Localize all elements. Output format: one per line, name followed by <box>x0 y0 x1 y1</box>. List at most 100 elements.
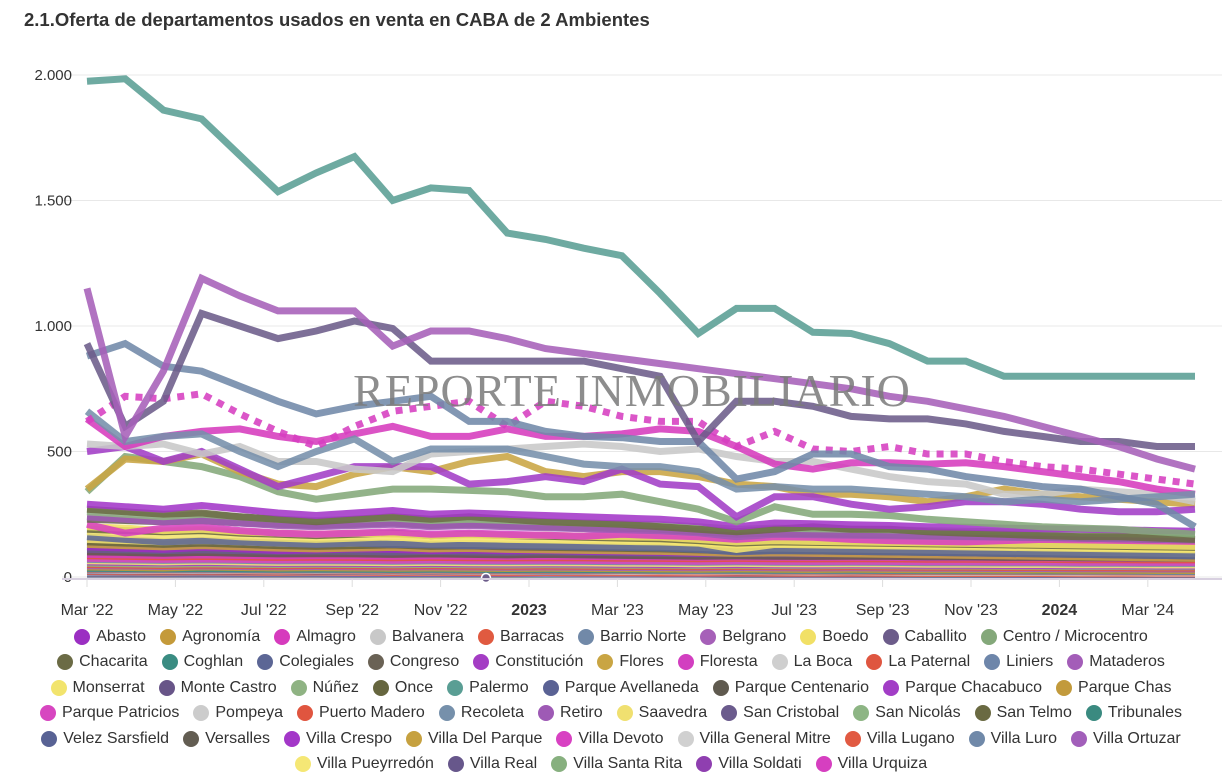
legend-label: Villa Santa Rita <box>573 755 683 773</box>
legend-item[interactable]: Colegiales <box>257 653 354 671</box>
legend-item[interactable]: Mataderos <box>1067 653 1165 671</box>
legend-item[interactable]: Flores <box>597 653 664 671</box>
legend-item[interactable]: Villa Ortuzar <box>1071 730 1181 748</box>
legend-item[interactable]: Villa Urquiza <box>815 755 927 773</box>
legend-item[interactable]: Congreso <box>367 653 460 671</box>
legend-item[interactable]: Parque Chacabuco <box>883 679 1042 697</box>
legend-label: Villa Soldati <box>718 755 802 773</box>
legend-item[interactable]: Belgrano <box>700 628 786 646</box>
y-tick-label: 1.500 <box>34 193 72 210</box>
series-line-belgrano[interactable] <box>83 273 1196 473</box>
legend-label: Villa General Mitre <box>699 729 831 747</box>
legend-item[interactable]: Pompeya <box>193 704 283 722</box>
legend-item[interactable]: Parque Patricios <box>39 704 179 722</box>
legend-color-dot-icon <box>473 654 490 671</box>
legend-color-dot-icon <box>800 628 817 645</box>
legend-item[interactable]: San Cristobal <box>721 704 839 722</box>
series-line-barrio-norte[interactable] <box>85 339 1197 530</box>
legend-item[interactable]: Parque Centenario <box>712 678 870 697</box>
legend-item[interactable]: Villa Luro <box>968 730 1057 748</box>
legend-item[interactable]: Villa Del Parque <box>405 730 542 748</box>
legend-item[interactable]: Almagro <box>274 628 356 646</box>
legend-item[interactable]: Velez Sarsfield <box>41 730 169 748</box>
legend-color-dot-icon <box>853 705 870 722</box>
legend-label: Saavedra <box>638 704 708 722</box>
legend-color-dot-icon <box>274 628 291 645</box>
legend-item[interactable]: Coghlan <box>161 653 244 671</box>
series-line-chacarita[interactable] <box>86 505 1196 543</box>
y-tick-label: 1.000 <box>34 318 72 335</box>
legend-color-dot-icon <box>438 705 455 722</box>
series-line-palermo[interactable] <box>86 75 1195 380</box>
series-line-recoleta[interactable] <box>84 408 1196 506</box>
legend-item[interactable]: San Nicolás <box>853 704 961 722</box>
x-tick-label: 2023 <box>511 602 547 619</box>
legend-item[interactable]: Villa Real <box>447 755 537 773</box>
legend-item[interactable]: Parque Avellaneda <box>542 679 699 697</box>
legend-item[interactable]: Villa General Mitre <box>677 729 831 748</box>
series-line-villa-urquiza[interactable] <box>85 390 1196 488</box>
legend-label: Constitución <box>495 653 584 671</box>
legend-row: Chacarita Coghlan Colegiales Congreso Consti… <box>0 650 1222 676</box>
legend-item[interactable]: Boedo <box>800 628 869 646</box>
legend-label: Congreso <box>389 653 460 671</box>
legend-label: Recoleta <box>460 704 524 722</box>
legend-item[interactable]: Villa Santa Rita <box>551 755 682 773</box>
series-line-colegiales[interactable] <box>86 533 1196 560</box>
legend-item[interactable]: Núñez <box>290 679 359 697</box>
legend-label: Caballito <box>904 627 967 645</box>
legend-color-dot-icon <box>158 679 175 696</box>
legend-item[interactable]: Villa Lugano <box>844 730 955 748</box>
legend-item[interactable]: Centro / Microcentro <box>980 628 1148 646</box>
series-line-balvanera[interactable] <box>86 440 1196 506</box>
legend-item[interactable]: Villa Soldati <box>696 755 802 773</box>
series-lines <box>83 75 1197 584</box>
legend-item[interactable]: Retiro <box>537 704 603 722</box>
legend-item[interactable]: Caballito <box>882 627 967 646</box>
legend-item[interactable]: Villa Devoto <box>556 730 664 748</box>
legend-color-dot-icon <box>1067 654 1084 671</box>
legend-color-dot-icon <box>980 628 997 645</box>
legend-item[interactable]: Saavedra <box>616 704 708 722</box>
legend-item[interactable]: Palermo <box>447 679 529 697</box>
series-line-caballito[interactable] <box>83 309 1195 450</box>
legend-label: Versalles <box>205 729 270 747</box>
legend-item[interactable]: Villa Pueyrredón <box>294 755 434 773</box>
watermark: REPORTE INMOBILIARIO <box>353 365 911 416</box>
legend-item[interactable]: Abasto <box>74 628 146 646</box>
legend-color-dot-icon <box>597 654 614 671</box>
legend-item[interactable]: Puerto Madero <box>296 704 425 722</box>
legend-item[interactable]: Agronomía <box>160 628 260 646</box>
series-line-almagro[interactable] <box>84 416 1196 498</box>
legend-item[interactable]: Villa Crespo <box>284 730 392 748</box>
legend-item[interactable]: Tribunales <box>1085 704 1182 722</box>
legend-color-dot-icon <box>477 628 494 645</box>
legend-item[interactable]: Floresta <box>677 653 758 671</box>
legend-item[interactable]: La Boca <box>771 653 852 671</box>
legend-item[interactable]: Monserrat <box>50 679 145 697</box>
legend-item[interactable]: Balvanera <box>369 627 464 646</box>
legend-item[interactable]: La Paternal <box>866 653 970 671</box>
legend-color-dot-icon <box>369 628 386 645</box>
legend-item[interactable]: Monte Castro <box>158 679 277 697</box>
legend-item[interactable]: Chacarita <box>57 653 148 671</box>
legend-item[interactable]: Parque Chas <box>1056 679 1171 697</box>
legend-label: Almagro <box>296 627 356 645</box>
legend-label: Retiro <box>559 704 603 722</box>
x-tick-label: 2024 <box>1042 602 1078 619</box>
legend-label: Coghlan <box>183 653 244 671</box>
legend-item[interactable]: Constitución <box>473 653 583 671</box>
legend-item[interactable]: Barrio Norte <box>577 628 686 646</box>
legend-item[interactable]: San Telmo <box>974 704 1072 722</box>
legend-label: Balvanera <box>391 627 464 645</box>
legend-item[interactable]: Once <box>372 679 433 697</box>
series-line-centro-microcentro[interactable] <box>84 452 1196 538</box>
legend-item[interactable]: Liniers <box>984 653 1053 671</box>
legend-label: Parque Centenario <box>734 678 870 696</box>
x-tick-label: Sep '22 <box>325 602 379 619</box>
x-axis: Mar '22 May '22 Jul '22 Sep '22 Nov '22 2023 M… <box>61 578 1222 619</box>
legend-color-dot-icon <box>290 679 307 696</box>
legend-item[interactable]: Recoleta <box>438 704 524 722</box>
legend-item[interactable]: Barracas <box>477 628 564 646</box>
legend-item[interactable]: Versalles <box>183 730 270 748</box>
